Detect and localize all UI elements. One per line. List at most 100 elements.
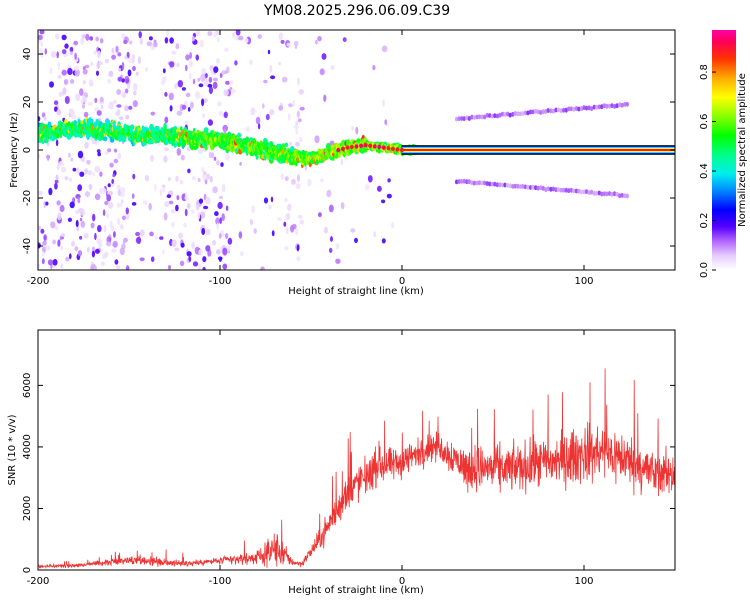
spectrogram-noise-cell <box>212 186 218 194</box>
spectrogram-noise-cell <box>137 236 141 245</box>
spectrogram-noise-cell <box>227 237 233 245</box>
spectrogram-harmonic-cell <box>508 112 512 118</box>
spectrogram-noise-cell <box>84 191 90 198</box>
spectrogram-noise-cell <box>98 241 103 248</box>
spectrogram-noise-cell <box>287 113 291 121</box>
spectrogram-noise-cell <box>203 98 208 103</box>
spectrogram-harmonic-cell <box>462 116 466 121</box>
spectrogram-noise-cell <box>199 39 204 48</box>
spectrogram-noise-cell <box>132 100 138 108</box>
spectrogram-harmonic-cell <box>613 191 617 197</box>
spectrogram-noise-cell <box>49 67 53 75</box>
spectrogram-noise-cell <box>284 246 289 251</box>
spectrogram-noise-cell <box>94 97 98 103</box>
spectrogram-noise-cell <box>150 111 156 116</box>
spectrogram-noise-cell <box>203 205 209 210</box>
colorbar-ticks: 0.0 0.2 0.4 0.6 0.8 <box>699 64 716 278</box>
spectrogram-noise-cell <box>283 221 287 227</box>
spectrogram-noise-cell <box>118 116 124 120</box>
spectrogram-noise-cell <box>246 126 250 133</box>
spectrogram-noise-cell <box>116 184 121 190</box>
spectrogram-peak-cell <box>354 144 359 149</box>
spectrogram-noise-cell <box>112 240 118 248</box>
spectrogram-noise-cell <box>270 196 274 203</box>
spectrogram-noise-cell <box>132 173 136 180</box>
spectrogram-noise-cell <box>295 141 300 147</box>
spectrogram-noise-cell <box>163 212 168 221</box>
spectrogram-noise-cell <box>125 212 130 220</box>
spectrogram-harmonic-cell <box>605 103 609 109</box>
spectrogram-harmonic-cell <box>569 187 573 193</box>
spectrogram-ridge-cell <box>163 122 167 131</box>
spectrogram-noise-cell <box>204 78 209 87</box>
spectrogram-noise-cell <box>71 240 75 247</box>
spectrogram-harmonic-cell <box>472 115 476 120</box>
spectrogram-noise-cell <box>67 67 73 76</box>
spectrogram-noise-cell <box>197 263 201 270</box>
spectrogram-noise-cell <box>145 67 148 72</box>
spectrogram-noise-cell <box>67 217 72 222</box>
spectrogram-harmonic-cell <box>503 182 507 188</box>
spectrogram-harmonic-cell <box>549 186 553 192</box>
spectrogram-harmonic-cell <box>467 179 471 185</box>
spectrogram-noise-cell <box>117 217 121 226</box>
spectrogram-noise-cell <box>189 72 192 80</box>
spectrogram-noise-cell <box>381 238 386 244</box>
spectrogram-harmonic-cell <box>592 104 596 110</box>
spectrogram-noise-cell <box>329 140 335 147</box>
spectrogram-noise-cell <box>183 222 188 228</box>
spectrogram-noise-cell <box>163 147 170 152</box>
spectrogram-harmonic-cell <box>480 180 484 186</box>
spectrogram-noise-cell <box>59 235 63 241</box>
spectrogram-noise-cell <box>210 68 214 76</box>
spectrogram-noise-cell <box>92 213 96 222</box>
spectrogram-noise-cell <box>323 226 328 234</box>
spectrogram-noise-cell <box>106 213 109 219</box>
spectrogram-noise-cell <box>65 256 70 262</box>
spectrogram-noise-cell <box>108 201 114 209</box>
spectrogram-harmonic-cell <box>523 110 528 116</box>
spectrogram-harmonic-cell <box>551 108 556 114</box>
spectrogram-noise-cell <box>64 43 69 49</box>
spectrogram-noise-cell <box>267 205 272 210</box>
spectrogram-noise-cell <box>124 105 129 112</box>
spectrogram-noise-cell <box>184 192 188 199</box>
spectrogram-noise-cell <box>118 67 122 72</box>
spectrogram-noise-cell <box>284 197 288 203</box>
spectrogram-noise-cell <box>148 202 152 211</box>
spectrogram-noise-cell <box>181 87 186 91</box>
spectrogram-noise-cell <box>125 78 130 84</box>
spectrogram-noise-cell <box>184 208 188 217</box>
spectrogram-noise-cell <box>317 35 322 42</box>
spectrogram-noise-cell <box>97 225 102 233</box>
spectrogram-noise-cell <box>154 183 157 192</box>
spectrogram-noise-cell <box>168 265 171 270</box>
spectrogram-noise-cell <box>96 70 99 76</box>
spectrogram-harmonic-cell <box>495 113 499 119</box>
spectrogram-harmonic-cell <box>584 189 589 195</box>
spectrogram-harmonic-cell <box>539 185 543 191</box>
spectrogram-noise-cell <box>186 251 192 257</box>
spectrogram-noise-cell <box>43 116 47 121</box>
spectrogram-noise-cell <box>257 123 261 130</box>
spectrogram-noise-cell <box>106 194 112 202</box>
spectrogram-harmonic-cell <box>490 181 494 187</box>
spectrogram-harmonic-cell <box>480 114 484 120</box>
spectrogram-ridge-cell <box>129 124 135 130</box>
spectrogram-noise-cell <box>250 107 256 116</box>
spectrogram-harmonic-cell <box>493 113 497 118</box>
spectrogram-harmonic-cell <box>620 102 624 108</box>
spectrogram-noise-cell <box>174 247 180 252</box>
spectrogram-noise-cell <box>176 110 183 116</box>
spectrogram-peak-cell <box>363 143 368 148</box>
spectrogram-noise-cell <box>169 105 173 112</box>
spectrogram-noise-cell <box>76 167 80 175</box>
spectrogram-noise-cell <box>50 51 57 58</box>
spectrogram-harmonic-cell <box>584 105 589 111</box>
spectrogram-noise-cell <box>93 265 97 270</box>
spectrogram-noise-cell <box>149 231 154 237</box>
spectrogram-harmonic-cell <box>531 109 535 115</box>
spectrogram-noise-cell <box>125 265 130 270</box>
spectrogram-noise-cell <box>234 60 238 66</box>
spectrogram-harmonic-cell <box>562 107 566 113</box>
